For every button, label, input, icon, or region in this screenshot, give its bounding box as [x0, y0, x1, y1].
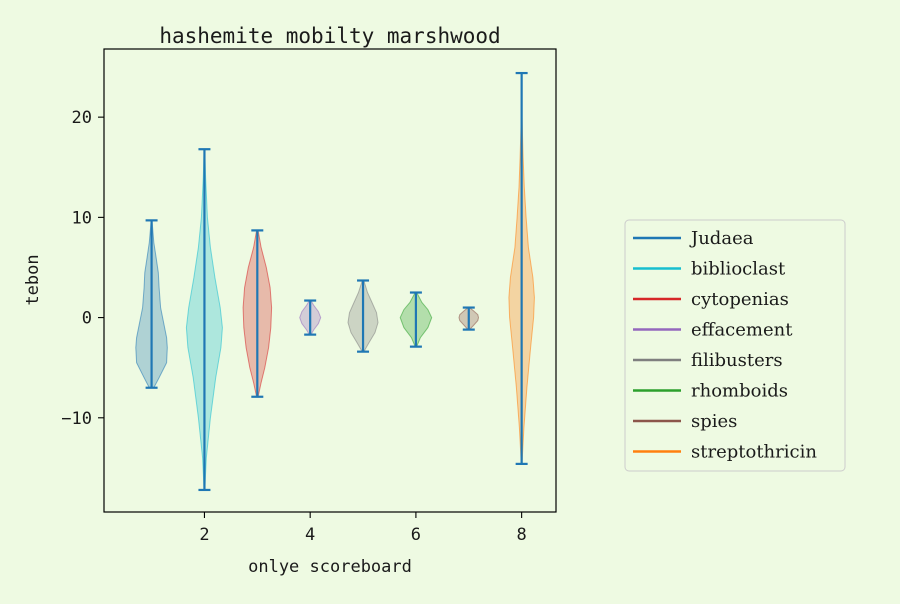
plot-area — [103, 48, 557, 513]
violins — [135, 71, 535, 492]
x-axis-ticks: 2 4 6 8 — [199, 512, 527, 545]
x-axis-label: onlye scoreboard — [248, 557, 412, 577]
legend-label: cytopenias — [691, 289, 789, 310]
legend-entry: effacement — [633, 320, 793, 341]
x-tick-label: 8 — [517, 525, 527, 545]
violin-filibusters — [347, 279, 379, 353]
violin-effacement — [299, 299, 322, 336]
legend-entry: biblioclast — [633, 259, 786, 280]
y-axis-label: tebon — [23, 254, 43, 305]
y-tick-label: 20 — [72, 108, 92, 128]
violin-rhomboids — [399, 291, 433, 348]
legend-label: streptothricin — [691, 442, 817, 463]
legend-entry: streptothricin — [633, 442, 817, 463]
legend-frame — [624, 219, 846, 472]
legend-entry: filibusters — [633, 350, 783, 371]
violin-cytopenias — [242, 229, 273, 398]
legend-entry: cytopenias — [633, 289, 789, 310]
violin-streptothricin — [508, 71, 535, 465]
legend-entry: Judaea — [633, 228, 754, 249]
violin-Judaea — [135, 219, 168, 389]
legend-label: effacement — [691, 320, 793, 341]
y-axis-ticks: −10 0 10 20 — [61, 108, 104, 429]
legend-label: rhomboids — [691, 381, 788, 402]
chart-title: hashemite mobilty marshwood — [159, 24, 500, 48]
violin-biblioclast — [185, 148, 223, 492]
legend-label: biblioclast — [691, 259, 786, 280]
violin-spies — [458, 306, 480, 331]
x-tick-label: 4 — [305, 525, 315, 545]
y-tick-label: 10 — [72, 208, 92, 228]
legend-label: Judaea — [689, 228, 754, 249]
y-tick-label: 0 — [82, 309, 92, 329]
legend: Judaea biblioclast cytopenias effacement fil… — [624, 219, 846, 472]
y-tick-label: −10 — [61, 409, 92, 429]
legend-label: filibusters — [691, 350, 783, 371]
legend-entry: spies — [633, 411, 737, 432]
legend-label: spies — [691, 411, 737, 432]
x-tick-label: 2 — [199, 525, 209, 545]
x-tick-label: 6 — [411, 525, 421, 545]
legend-entry: rhomboids — [633, 381, 788, 402]
